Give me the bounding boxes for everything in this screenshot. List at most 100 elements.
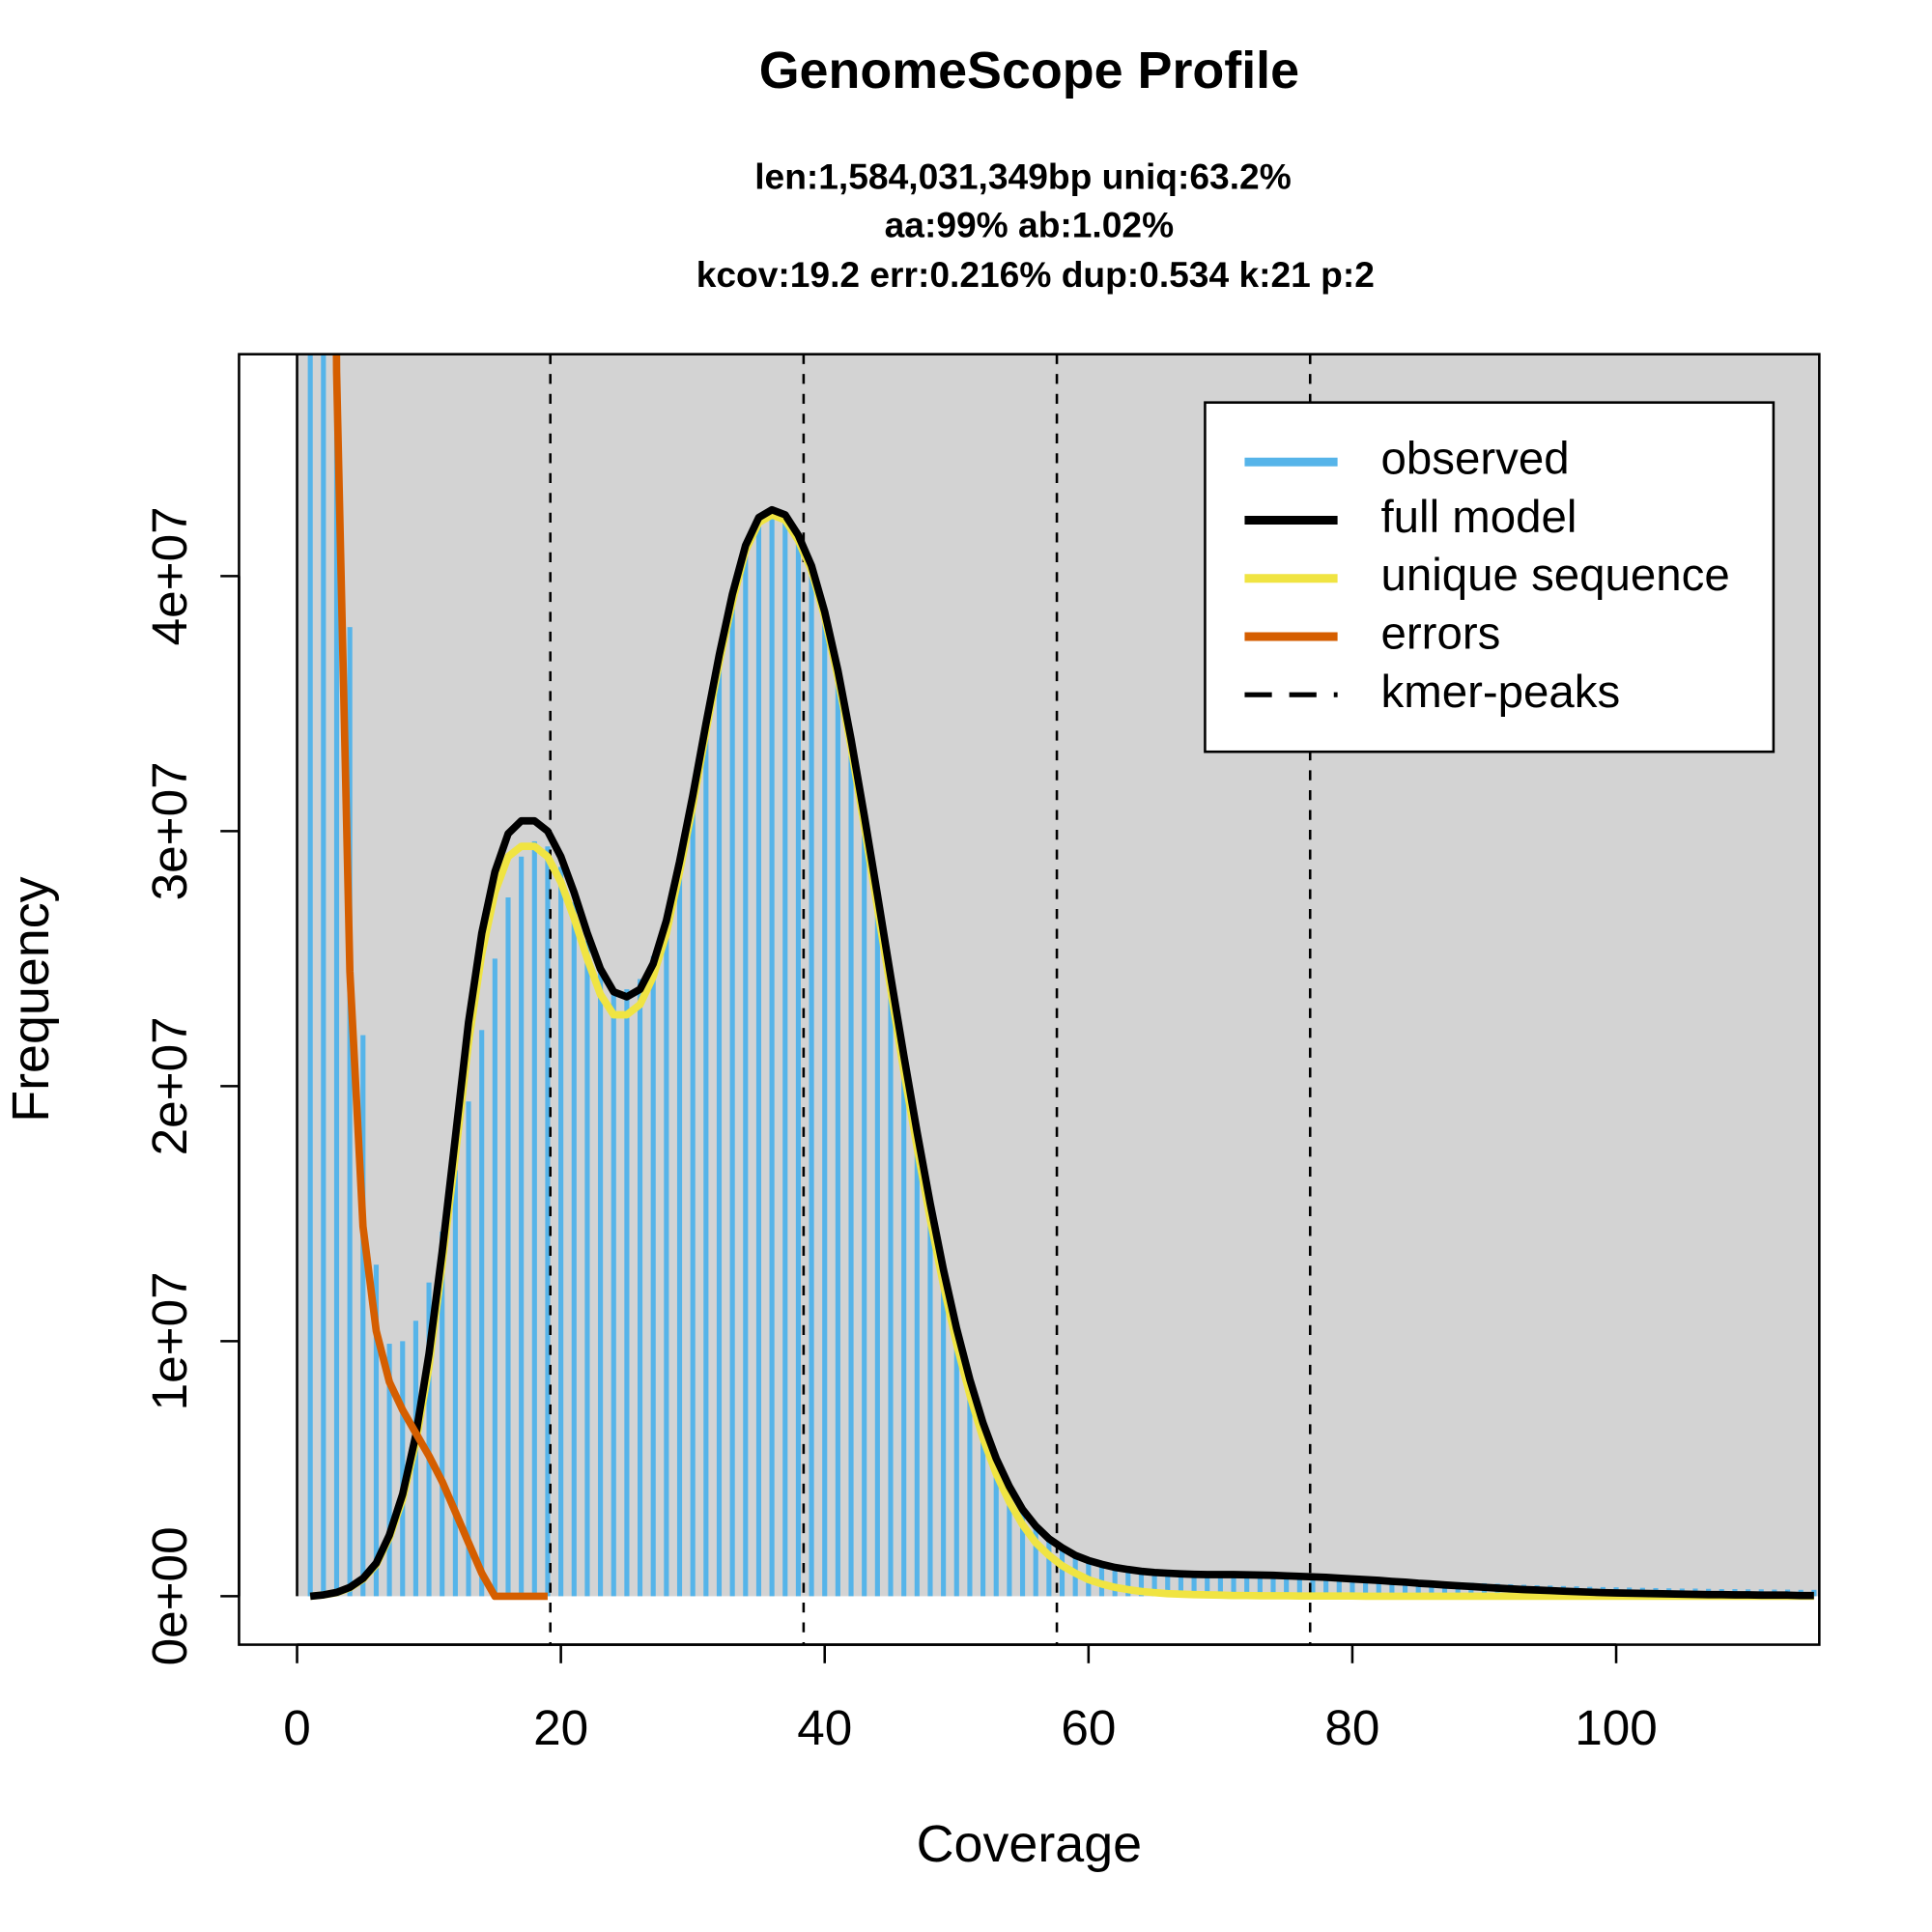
x-tick-label: 60	[1061, 1700, 1116, 1755]
bar	[1310, 1576, 1316, 1597]
bar	[1350, 1577, 1355, 1597]
bar	[743, 543, 749, 1597]
bar	[953, 1330, 959, 1597]
y-tick-label: 0e+00	[142, 1526, 197, 1665]
bar	[795, 535, 801, 1597]
bar	[1363, 1577, 1369, 1597]
bar	[492, 958, 497, 1597]
y-axis-label: Frequency	[2, 876, 60, 1122]
bar	[611, 989, 616, 1597]
bar	[650, 955, 656, 1597]
bar	[914, 1134, 920, 1597]
legend-label: kmer-peaks	[1380, 667, 1620, 718]
bar	[426, 1282, 432, 1597]
legend-label: full model	[1380, 492, 1577, 543]
bar	[386, 1344, 392, 1597]
bar	[1231, 1573, 1236, 1597]
y-tick-label: 3e+07	[142, 761, 197, 900]
bar	[1205, 1573, 1210, 1597]
bar	[598, 971, 604, 1597]
bar	[1033, 1525, 1038, 1597]
bar	[822, 613, 828, 1597]
bar	[1441, 1581, 1448, 1597]
bar	[1165, 1571, 1171, 1597]
plot-area	[296, 354, 1820, 1645]
bar	[1007, 1486, 1012, 1597]
bar	[1376, 1577, 1381, 1597]
bar	[1244, 1573, 1250, 1597]
bar	[347, 627, 353, 1597]
bar	[835, 672, 840, 1597]
x-tick-label: 100	[1575, 1700, 1658, 1755]
bar	[769, 507, 775, 1597]
y-tick-label: 4e+07	[142, 506, 197, 645]
bar	[452, 1170, 458, 1597]
bar	[637, 979, 643, 1597]
bar	[505, 897, 511, 1597]
bar	[1151, 1571, 1157, 1597]
bar	[927, 1206, 933, 1597]
bar	[664, 915, 669, 1597]
bar	[571, 902, 577, 1597]
bar	[809, 568, 814, 1597]
bar	[400, 1341, 406, 1597]
legend-label: observed	[1380, 434, 1569, 485]
bar	[729, 591, 735, 1597]
y-tick-label: 2e+07	[142, 1016, 197, 1155]
line-1	[309, 505, 1814, 1601]
bar	[1296, 1575, 1302, 1597]
bar	[1138, 1569, 1145, 1597]
legend-label: unique sequence	[1380, 550, 1729, 601]
bar	[321, 354, 327, 1597]
bar	[980, 1422, 986, 1597]
bar	[1046, 1538, 1052, 1597]
bar	[1217, 1573, 1223, 1597]
y-tick-label: 1e+07	[142, 1271, 197, 1410]
subtitle: kcov:19.2 err:0.216% dup:0.534 k:21 p:2	[696, 254, 1375, 295]
line-3	[332, 354, 548, 1601]
bar	[333, 354, 340, 1597]
legend: observed full model unique sequence errors k…	[1204, 401, 1776, 753]
bar	[874, 897, 880, 1597]
bar	[676, 859, 683, 1597]
bar	[1284, 1574, 1290, 1597]
bar	[373, 1264, 380, 1597]
bar	[993, 1458, 999, 1597]
bar	[624, 989, 630, 1597]
bar	[1112, 1565, 1118, 1597]
bar	[360, 1035, 366, 1597]
bar	[901, 1058, 907, 1597]
bar	[703, 721, 709, 1597]
bar	[862, 818, 867, 1597]
chart-title: GenomeScope Profile	[759, 42, 1299, 99]
axes: 0e+00 1e+07 2e+07 3e+07 4e+07 0 20 40 60 80 100	[142, 506, 1658, 1754]
subtitle: aa:99% ab:1.02%	[885, 205, 1174, 245]
bar	[558, 867, 564, 1597]
bar	[1059, 1548, 1065, 1597]
bar	[888, 979, 894, 1597]
bar	[755, 514, 762, 1597]
bar	[941, 1272, 947, 1597]
bar	[307, 354, 313, 1597]
x-tick-label: 40	[797, 1700, 852, 1755]
bar	[1389, 1578, 1395, 1597]
bar	[519, 856, 525, 1597]
bar	[531, 840, 537, 1597]
bar	[1019, 1509, 1026, 1597]
bar	[848, 741, 854, 1597]
bar	[1125, 1567, 1131, 1597]
legend-label: errors	[1380, 609, 1500, 660]
bar	[1402, 1579, 1408, 1597]
bar	[1415, 1580, 1421, 1597]
x-tick-label: 80	[1324, 1700, 1379, 1755]
x-tick-label: 0	[283, 1700, 311, 1755]
bar	[782, 514, 788, 1597]
bar	[1270, 1574, 1276, 1597]
bar	[1257, 1574, 1263, 1597]
bar	[1336, 1577, 1342, 1597]
bar	[1323, 1576, 1329, 1597]
x-tick-label: 20	[533, 1700, 588, 1755]
bar	[690, 792, 696, 1597]
